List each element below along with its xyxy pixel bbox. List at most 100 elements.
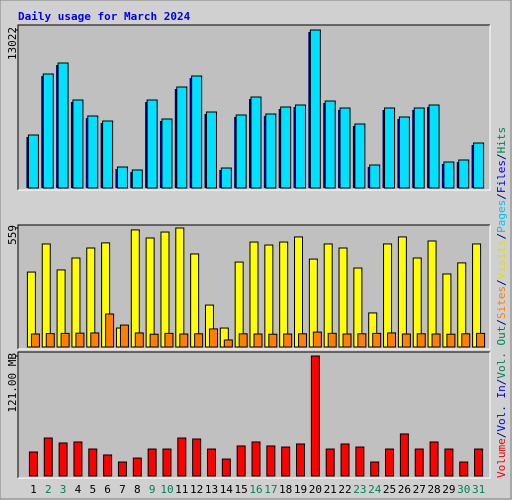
bar	[446, 333, 456, 348]
bar	[88, 448, 98, 477]
bar	[476, 332, 486, 348]
bar	[398, 116, 410, 189]
bar	[342, 333, 352, 348]
x-tick-label: 28	[427, 483, 440, 496]
bar	[459, 461, 469, 477]
bar	[105, 313, 115, 348]
bar	[147, 448, 157, 477]
bar	[235, 114, 247, 189]
bar	[160, 231, 170, 348]
bar	[387, 332, 397, 348]
legend-item: Vol. In	[495, 385, 508, 431]
bar	[145, 237, 155, 348]
bar	[250, 96, 262, 189]
bar	[75, 332, 85, 348]
bar	[194, 333, 204, 348]
x-tick-label: 20	[309, 483, 322, 496]
bar	[45, 333, 55, 348]
bar	[90, 332, 100, 348]
bar	[383, 243, 393, 348]
bar	[223, 339, 233, 348]
x-tick-label: 30	[457, 483, 470, 496]
bar	[385, 448, 395, 477]
bar	[399, 433, 409, 477]
bar	[146, 99, 158, 189]
bar	[338, 247, 348, 348]
bar	[176, 86, 188, 189]
x-tick-label: 9	[149, 483, 156, 496]
bar	[461, 333, 471, 348]
legend-item: Visits	[495, 240, 508, 280]
bar	[28, 451, 38, 477]
bar	[372, 332, 382, 348]
bar	[325, 448, 335, 477]
bar	[60, 332, 70, 348]
bar	[279, 241, 289, 348]
panel-bevel-dark	[17, 224, 490, 349]
bar	[161, 118, 173, 189]
bar	[220, 167, 232, 189]
bar	[416, 333, 426, 348]
legend-item: Volume	[495, 438, 508, 478]
bar	[458, 159, 470, 189]
x-tick-label: 24	[368, 483, 382, 496]
x-tick-label: 12	[190, 483, 203, 496]
x-tick-label: 27	[413, 483, 426, 496]
bar	[324, 100, 336, 189]
panel-bevel-light	[18, 25, 491, 191]
legend-separator: /	[495, 379, 508, 386]
bar	[72, 99, 84, 189]
x-tick-label: 14	[220, 483, 234, 496]
legend-separator: /	[495, 193, 508, 200]
bar	[413, 107, 425, 189]
bar	[162, 448, 172, 477]
bar	[281, 446, 291, 477]
bar	[238, 333, 248, 348]
bar	[401, 333, 411, 348]
legend-item: Hits	[495, 127, 508, 154]
x-tick-label: 4	[75, 483, 82, 496]
bar	[268, 333, 278, 348]
bar	[294, 236, 304, 348]
bar	[428, 104, 440, 189]
bar	[249, 241, 259, 348]
bar	[149, 333, 159, 348]
bar	[295, 104, 307, 189]
legend: Volume/Vol. In/Vol. Out/Sites/Visits/Pag…	[495, 127, 508, 478]
bar	[132, 457, 142, 477]
legend-item: Pages	[495, 200, 508, 233]
x-tick-label: 25	[383, 483, 396, 496]
x-tick-label: 23	[353, 483, 366, 496]
bar	[429, 441, 439, 477]
bar	[205, 111, 217, 189]
bar	[206, 448, 216, 477]
bar	[58, 442, 68, 477]
x-tick-label: 5	[89, 483, 96, 496]
panel-bevel-light	[18, 225, 491, 350]
y-tick-label: 559	[6, 225, 19, 245]
bar	[339, 107, 351, 189]
legend-separator: /	[495, 319, 508, 326]
bar	[236, 445, 246, 477]
bar	[131, 169, 143, 189]
bar	[192, 438, 202, 477]
x-tick-label: 22	[338, 483, 351, 496]
bar	[190, 253, 200, 348]
bar	[283, 333, 293, 348]
x-tick-label: 6	[104, 483, 111, 496]
bar	[102, 120, 114, 189]
bar	[117, 461, 127, 477]
bar	[327, 332, 337, 348]
bar	[221, 458, 231, 477]
bar	[309, 29, 321, 189]
bar	[312, 331, 322, 348]
panel-bevel-light	[18, 352, 491, 479]
bar	[41, 243, 51, 348]
bar	[474, 448, 484, 477]
legend-separator: /	[495, 432, 508, 439]
bar	[443, 161, 455, 189]
bar	[177, 437, 187, 477]
x-tick-label: 18	[279, 483, 292, 496]
bar	[73, 441, 83, 477]
bar	[43, 437, 53, 477]
